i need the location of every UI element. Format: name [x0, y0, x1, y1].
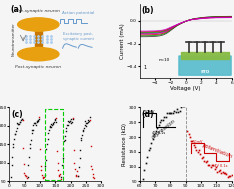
Text: potentiation: potentiation: [201, 142, 233, 159]
Ellipse shape: [18, 18, 59, 31]
Bar: [35, 19, 41, 59]
Text: Neurotransmitter: Neurotransmitter: [12, 22, 16, 56]
Bar: [45, 109, 63, 180]
Y-axis label: Resistance (kΩ): Resistance (kΩ): [122, 123, 127, 166]
Text: (b): (b): [142, 6, 154, 15]
Ellipse shape: [18, 47, 59, 61]
Text: Action potential: Action potential: [62, 11, 95, 15]
Text: Excitatory post-
synaptic current: Excitatory post- synaptic current: [63, 32, 94, 40]
Text: Post-synaptic neuron: Post-synaptic neuron: [15, 65, 61, 69]
Text: n=10: n=10: [159, 58, 170, 62]
X-axis label: Voltage (V): Voltage (V): [171, 86, 201, 91]
Text: (c): (c): [11, 110, 23, 119]
Text: (a): (a): [10, 5, 22, 14]
Text: 1: 1: [144, 65, 147, 70]
Y-axis label: Current (mA): Current (mA): [120, 23, 125, 59]
Text: (d): (d): [142, 110, 154, 119]
Text: Pre-synaptic neuron: Pre-synaptic neuron: [16, 9, 60, 13]
Text: depression: depression: [150, 118, 176, 139]
